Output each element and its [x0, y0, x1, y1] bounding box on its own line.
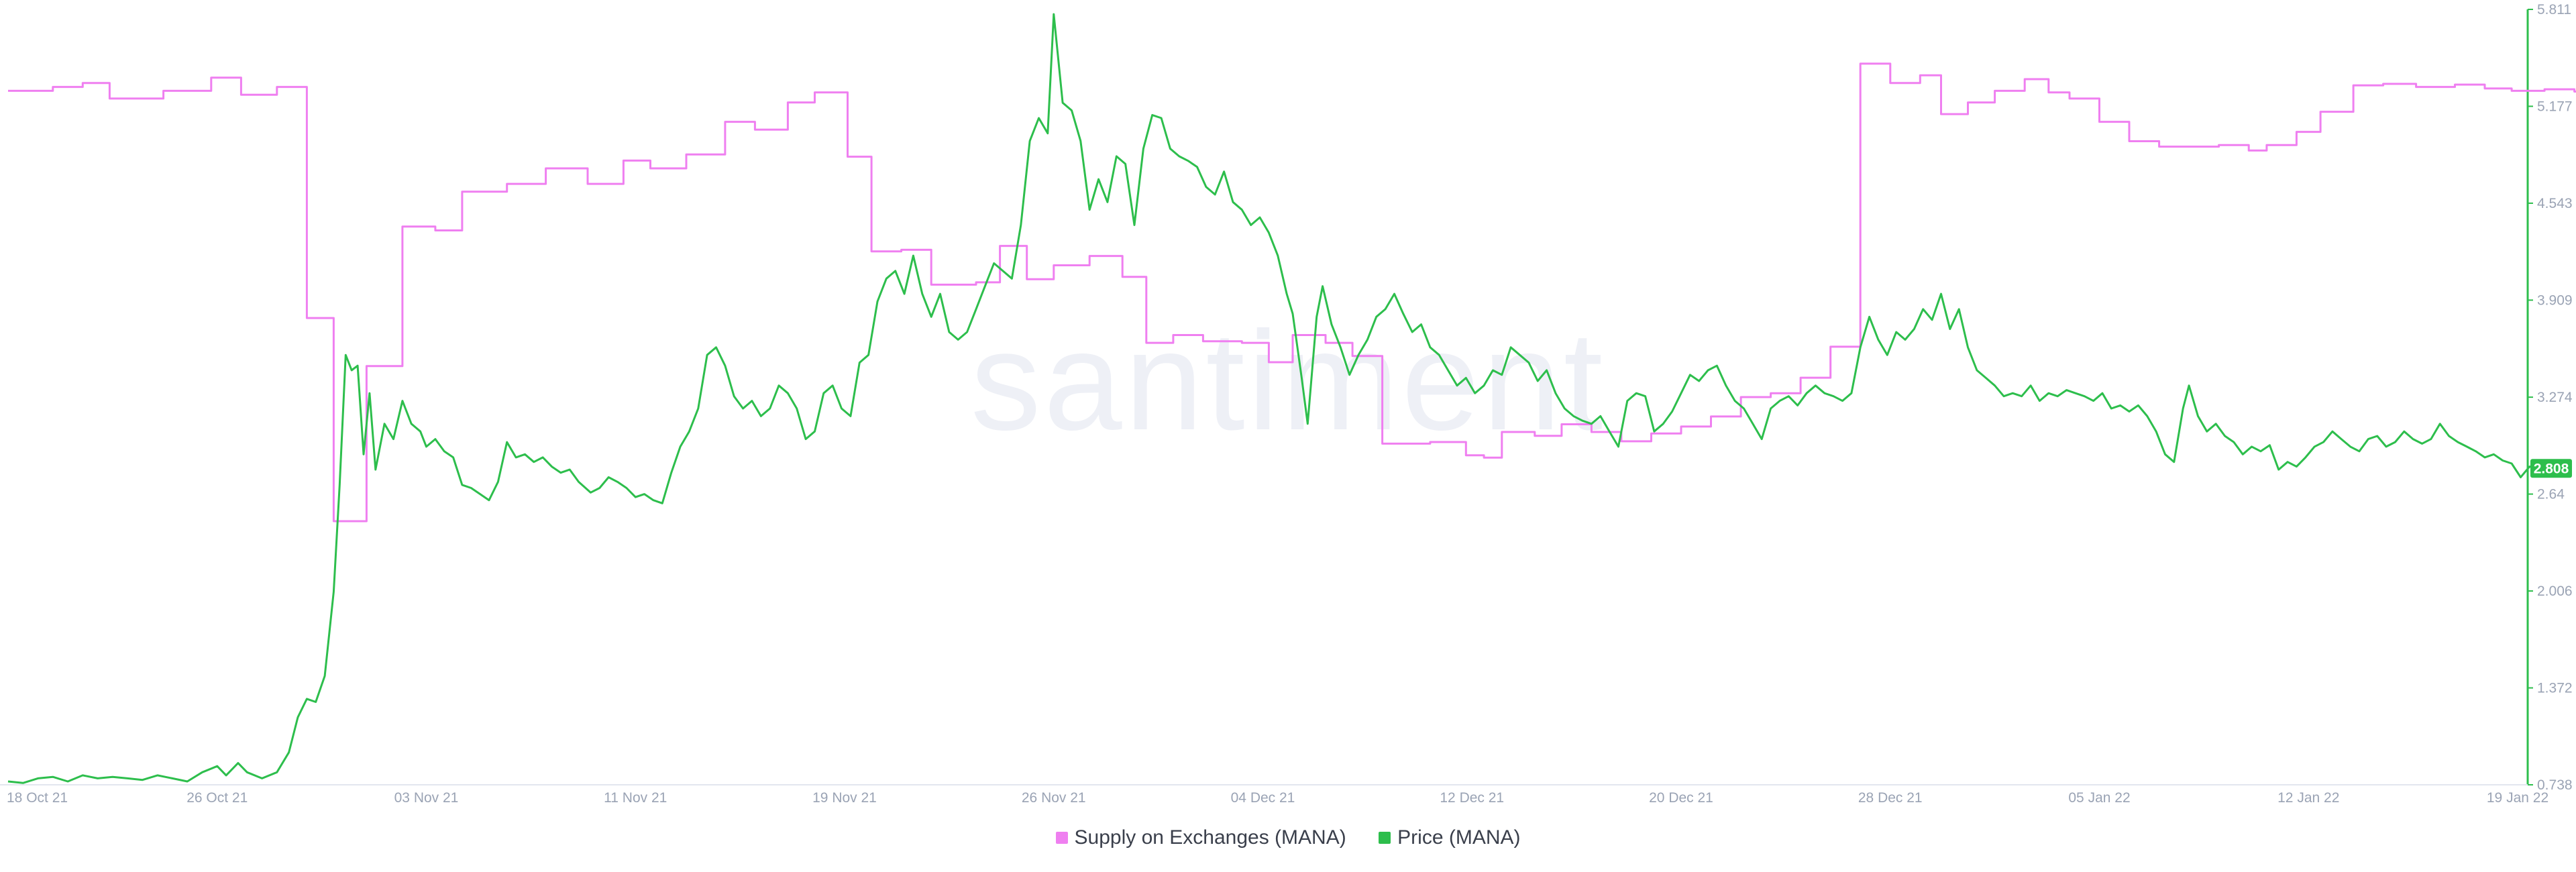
legend: Supply on Exchanges (MANA) Price (MANA): [0, 826, 2576, 849]
x-tick-label: 26 Oct 21: [186, 790, 248, 806]
y-tick-label: 5.811: [2537, 2, 2571, 17]
watermark-text: santiment: [971, 302, 1605, 459]
x-tick-label: 12 Jan 22: [2277, 790, 2339, 806]
y-tick-label: 0.738: [2537, 777, 2573, 793]
legend-label-supply: Supply on Exchanges (MANA): [1074, 826, 1346, 849]
x-tick-label: 11 Nov 21: [604, 790, 667, 806]
x-tick-label: 12 Dec 21: [1440, 790, 1504, 806]
current-price-label: 2.808: [2534, 461, 2569, 476]
y-tick-label: 3.274: [2537, 390, 2573, 405]
y-tick-label: 2.64: [2537, 487, 2565, 502]
x-tick-label: 26 Nov 21: [1022, 790, 1086, 806]
y-tick-label: 4.543: [2537, 196, 2573, 211]
legend-swatch-supply: [1055, 832, 1068, 844]
series-line-supply: [8, 62, 2576, 523]
x-tick-label: 20 Dec 21: [1649, 790, 1713, 806]
x-tick-label: 19 Jan 22: [2487, 790, 2548, 806]
x-tick-label: 03 Nov 21: [394, 790, 459, 806]
series-line-price: [7, 13, 2539, 784]
legend-swatch-price: [1379, 832, 1391, 844]
y-tick-label: 5.177: [2537, 99, 2573, 114]
current-price-badge: [2530, 459, 2572, 478]
legend-item-supply[interactable]: Supply on Exchanges (MANA): [1055, 826, 1346, 849]
x-tick-label: 19 Nov 21: [812, 790, 877, 806]
x-tick-label: 18 Oct 21: [7, 790, 68, 806]
y-tick-label: 1.372: [2537, 681, 2573, 696]
y-tick-label: 2.006: [2537, 584, 2573, 599]
x-tick-label: 04 Dec 21: [1231, 790, 1295, 806]
y-tick-label: 3.909: [2537, 292, 2573, 308]
legend-label-price: Price (MANA): [1397, 826, 1521, 849]
x-tick-label: 05 Jan 22: [2068, 790, 2130, 806]
x-tick-label: 28 Dec 21: [1858, 790, 1923, 806]
legend-item-price[interactable]: Price (MANA): [1379, 826, 1521, 849]
